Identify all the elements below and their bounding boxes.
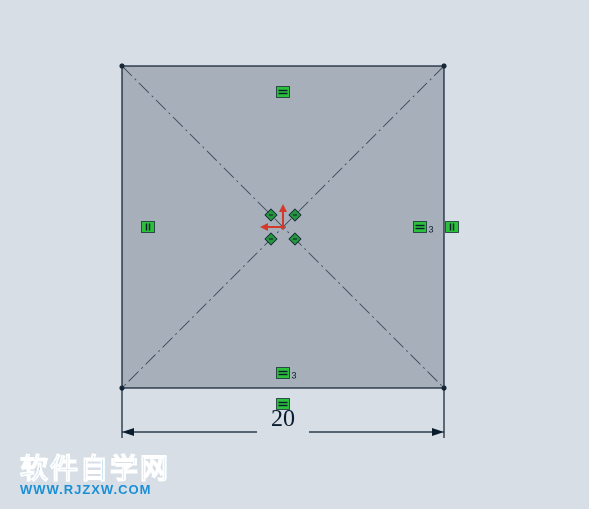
constraint-v-right-in [414,222,427,233]
constraint-h-top [277,87,290,98]
sketch-svg: 3 3 20 [0,0,589,509]
constraint-v-right-out [446,222,459,233]
dim-value: 20 [271,406,295,432]
watermark-cn: 软件自学网 [20,454,170,483]
constraint-h-bottom-in [277,368,290,379]
constraint-v-left [142,222,155,233]
constraint-v-right-in-sub: 3 [429,225,434,235]
constraint-h-bottom-in-sub: 3 [292,371,297,381]
sketch-canvas: 3 3 20 软件自学网 WWW.RJZXW.COM [0,0,589,509]
watermark: 软件自学网 WWW.RJZXW.COM [20,454,170,497]
watermark-url: WWW.RJZXW.COM [20,483,170,497]
corner-point-1 [441,63,446,68]
corner-point-0 [119,63,124,68]
